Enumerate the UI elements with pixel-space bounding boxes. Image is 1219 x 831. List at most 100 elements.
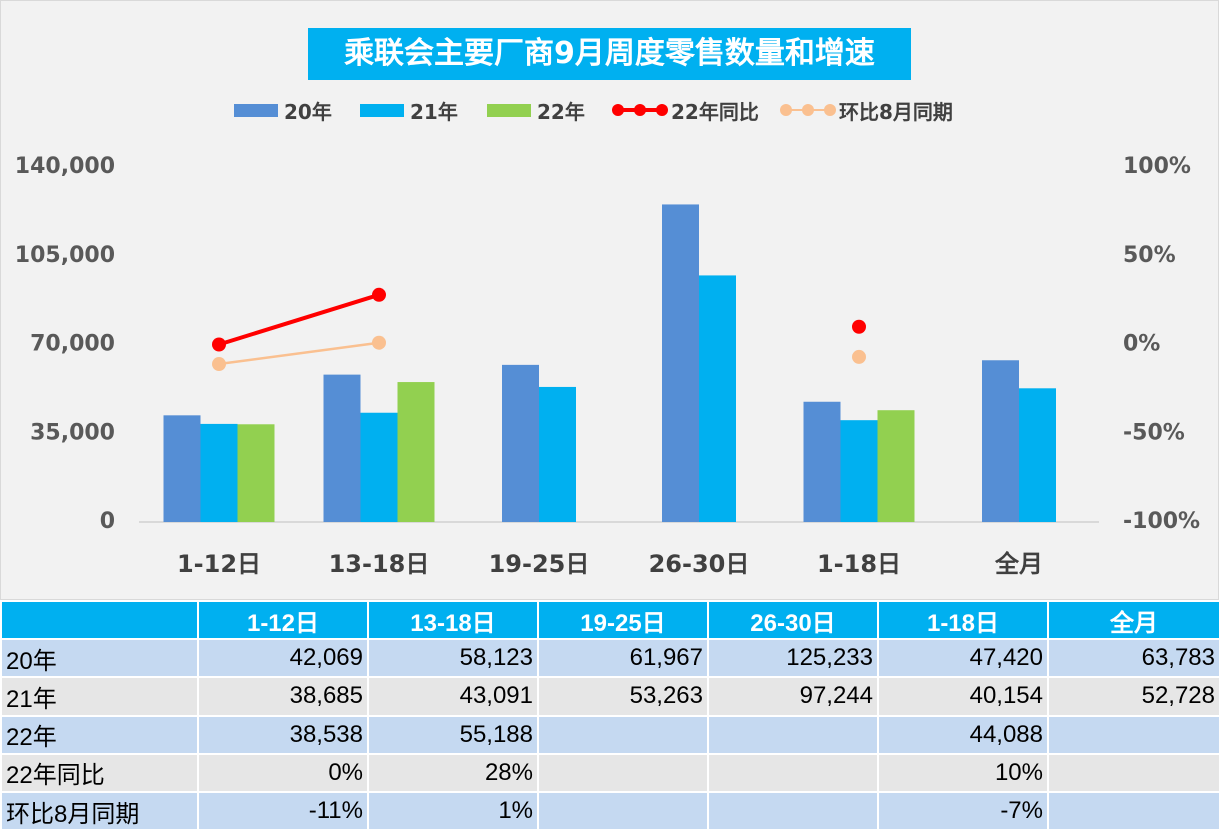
table-cell — [537, 752, 709, 793]
line-segment-22年同比 — [218, 292, 380, 347]
table-row: 环比8月同期 -11% 1% -7% — [0, 790, 1219, 831]
x-tick-label: 全月 — [994, 550, 1043, 578]
x-tick-label: 13-18日 — [329, 550, 430, 578]
bar-21年 — [539, 386, 576, 522]
row-label: 21年 — [0, 676, 199, 717]
table-cell: 44,088 — [877, 714, 1049, 755]
legend-label-22: 22年 — [537, 99, 585, 124]
line-point-环比8月同期 — [212, 357, 226, 372]
table-header-cell: 26-30日 — [707, 599, 879, 641]
y-left-tick-label: 140,000 — [15, 154, 115, 179]
line-point-环比8月同期 — [372, 335, 386, 350]
bar-20年 — [662, 204, 699, 522]
line-point-22年同比 — [212, 337, 226, 352]
bar-21年 — [360, 412, 398, 522]
table-header-row: 1-12日 13-18日 19-25日 26-30日 1-18日 全月 — [0, 599, 1219, 641]
x-tick-label: 19-25日 — [489, 550, 590, 578]
table-corner — [0, 599, 199, 641]
table-cell: 38,538 — [197, 714, 369, 755]
x-tick-label: 1-12日 — [177, 550, 261, 578]
legend-swatch-20 — [234, 103, 278, 117]
x-tick-label: 1-18日 — [817, 550, 901, 578]
y-left-tick-label: 105,000 — [15, 243, 115, 268]
row-label: 22年 — [0, 714, 199, 755]
table-cell — [537, 714, 709, 755]
table-header-cell: 1-12日 — [197, 599, 369, 641]
table-row: 21年 38,685 43,091 53,263 97,244 40,154 5… — [0, 676, 1219, 717]
legend-item-yoy22: 22年同比 — [611, 95, 759, 125]
bar-20年 — [163, 415, 201, 522]
table-cell: 53,263 — [537, 676, 709, 717]
table-cell — [537, 790, 709, 831]
line-segment-环比8月同期 — [218, 341, 380, 366]
y-right-tick-label: 100% — [1123, 154, 1191, 179]
row-label: 20年 — [0, 638, 199, 679]
chart-area: 0 35,000 70,000 105,000 140,000 -100% -50% 0% 50… — [0, 0, 1219, 600]
y-left-tick-label: 35,000 — [30, 420, 115, 445]
table-header-cell: 19-25日 — [537, 599, 709, 641]
row-label: 22年同比 — [0, 752, 199, 793]
legend-label-20: 20年 — [284, 99, 332, 124]
legend-swatch-22 — [487, 103, 531, 117]
legend-label-21: 21年 — [410, 99, 458, 124]
table-cell: -11% — [197, 790, 369, 831]
table-cell: 40,154 — [877, 676, 1049, 717]
table-cell: -7% — [877, 790, 1049, 831]
legend-label-mom: 环比8月同期 — [839, 99, 953, 124]
bar-21年 — [200, 423, 238, 522]
legend-item-22: 22年 — [487, 95, 585, 125]
bar-22年 — [397, 382, 435, 522]
table-header-cell: 全月 — [1047, 599, 1219, 641]
table-cell — [707, 790, 879, 831]
table-row: 20年 42,069 58,123 61,967 125,233 47,420 … — [0, 638, 1219, 679]
table-cell: 10% — [877, 752, 1049, 793]
table-cell: 28% — [367, 752, 539, 793]
bar-20年 — [982, 360, 1019, 522]
table-cell: 97,244 — [707, 676, 879, 717]
bar-20年 — [502, 364, 539, 522]
table-cell: 1% — [367, 790, 539, 831]
table-row: 22年同比 0% 28% 10% — [0, 752, 1219, 793]
bar-21年 — [699, 275, 736, 522]
table-row: 22年 38,538 55,188 44,088 — [0, 714, 1219, 755]
table-cell: 52,728 — [1047, 676, 1219, 717]
line-point-22年同比 — [372, 287, 386, 302]
bar-21年 — [1019, 388, 1056, 522]
y-right-tick-label: -50% — [1123, 420, 1185, 445]
table-cell: 0% — [197, 752, 369, 793]
table-cell — [1047, 790, 1219, 831]
table-cell: 55,188 — [367, 714, 539, 755]
table-cell: 42,069 — [197, 638, 369, 679]
table-cell: 63,783 — [1047, 638, 1219, 679]
table-cell: 43,091 — [367, 676, 539, 717]
y-right-tick-label: 50% — [1123, 243, 1176, 268]
chart-legend: 20年 21年 22年 22年同比 环比8月 — [1, 95, 1219, 125]
y-left-tick-label: 70,000 — [30, 332, 115, 357]
legend-marker-mom — [780, 104, 836, 116]
bar-21年 — [840, 420, 878, 522]
row-label: 环比8月同期 — [0, 790, 199, 831]
legend-item-mom: 环比8月同期 — [779, 95, 953, 125]
bar-22年 — [877, 410, 915, 522]
table-cell — [707, 752, 879, 793]
line-point-22年同比 — [852, 319, 866, 334]
table-cell — [1047, 752, 1219, 793]
table-cell — [1047, 714, 1219, 755]
legend-item-21: 21年 — [360, 95, 458, 125]
legend-item-20: 20年 — [234, 95, 332, 125]
y-right-tick-label: -100% — [1123, 509, 1200, 534]
chart-plot: 0 35,000 70,000 105,000 140,000 -100% -50% 0% 50… — [15, 154, 1200, 578]
table-cell: 47,420 — [877, 638, 1049, 679]
legend-swatch-21 — [360, 103, 404, 117]
table-cell — [707, 714, 879, 755]
legend-label-yoy22: 22年同比 — [671, 99, 759, 124]
legend-marker-yoy22 — [612, 104, 668, 116]
table-cell: 125,233 — [707, 638, 879, 679]
bar-22年 — [237, 424, 275, 522]
table-cell: 38,685 — [197, 676, 369, 717]
y-right-tick-label: 0% — [1123, 332, 1160, 357]
bar-20年 — [323, 374, 361, 522]
x-tick-label: 26-30日 — [649, 550, 750, 578]
table-header-cell: 1-18日 — [877, 599, 1049, 641]
table-header-cell: 13-18日 — [367, 599, 539, 641]
